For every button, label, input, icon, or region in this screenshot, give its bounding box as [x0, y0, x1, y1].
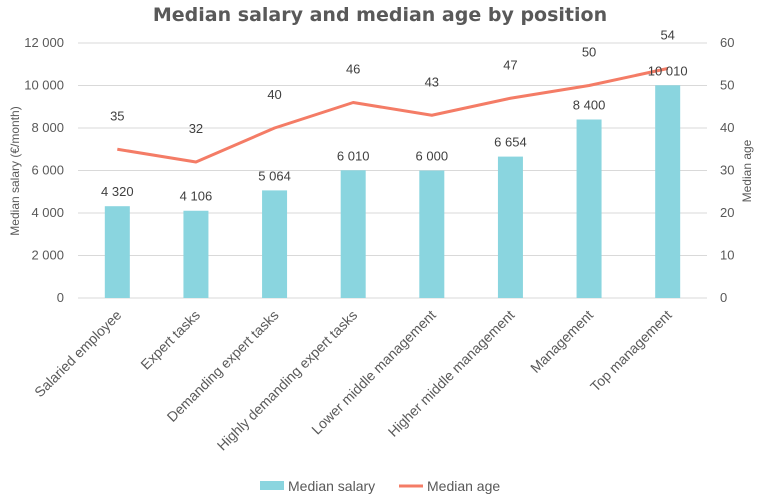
y-tick-right: 60 — [720, 35, 734, 50]
x-tick-category: Higher middle management — [385, 307, 518, 440]
bar-data-label: 6 010 — [337, 148, 370, 163]
y-tick-right: 40 — [720, 120, 734, 135]
y-tick-right: 50 — [720, 78, 734, 93]
bar-median-salary — [576, 119, 602, 298]
y-tick-left: 12 000 — [24, 35, 64, 50]
y-axis-right-label: Median age — [740, 139, 754, 202]
x-tick-category: Highly demanding expert tasks — [214, 307, 361, 454]
x-tick-category: Expert tasks — [137, 307, 203, 373]
y-tick-left: 6 000 — [31, 163, 64, 178]
legend-label-median-age: Median age — [427, 478, 500, 494]
line-data-label: 54 — [660, 28, 674, 43]
bar-data-label: 6 654 — [494, 135, 527, 150]
bar-data-label: 4 106 — [180, 189, 213, 204]
y-tick-left: 8 000 — [31, 120, 64, 135]
bar-median-salary — [497, 156, 523, 298]
legend-swatch-median-salary — [260, 481, 284, 490]
bar-median-salary — [183, 210, 209, 298]
bar-data-label: 5 064 — [258, 168, 291, 183]
y-tick-right: 0 — [720, 290, 727, 305]
line-data-label: 43 — [425, 74, 439, 89]
y-tick-left: 4 000 — [31, 205, 64, 220]
y-tick-right: 10 — [720, 248, 734, 263]
y-tick-left: 0 — [57, 290, 64, 305]
line-data-label: 35 — [110, 108, 124, 123]
bar-data-label: 8 400 — [573, 98, 606, 113]
x-tick-category: Top management — [587, 307, 675, 395]
bar-median-salary — [419, 170, 445, 298]
bar-data-label: 6 000 — [416, 149, 449, 164]
y-axis-left-label: Median salary (€/month) — [8, 106, 22, 235]
chart-title: Median salary and median age by position — [153, 4, 607, 26]
y-tick-right: 20 — [720, 205, 734, 220]
bar-median-salary — [340, 170, 366, 298]
line-data-label: 46 — [346, 62, 360, 77]
y-tick-left: 2 000 — [31, 248, 64, 263]
x-tick-category: Management — [527, 307, 596, 376]
x-tick-category: Lower middle management — [308, 307, 439, 438]
line-median-age — [117, 67, 669, 164]
line-data-label: 40 — [267, 87, 281, 102]
bar-median-salary — [104, 206, 130, 298]
line-data-label: 47 — [503, 57, 517, 72]
legend: Median salary Median age — [260, 478, 500, 494]
legend-label-median-salary: Median salary — [288, 478, 375, 494]
y-tick-left: 10 000 — [24, 78, 64, 93]
line-data-label: 50 — [582, 45, 596, 60]
x-tick-category: Salaried employee — [31, 307, 124, 400]
bar-data-label: 10 010 — [648, 63, 688, 78]
bar-median-salary — [262, 190, 288, 298]
y-tick-right: 30 — [720, 163, 734, 178]
bar-median-salary — [655, 85, 681, 298]
line-data-label: 32 — [189, 121, 203, 136]
bar-data-label: 4 320 — [101, 184, 134, 199]
